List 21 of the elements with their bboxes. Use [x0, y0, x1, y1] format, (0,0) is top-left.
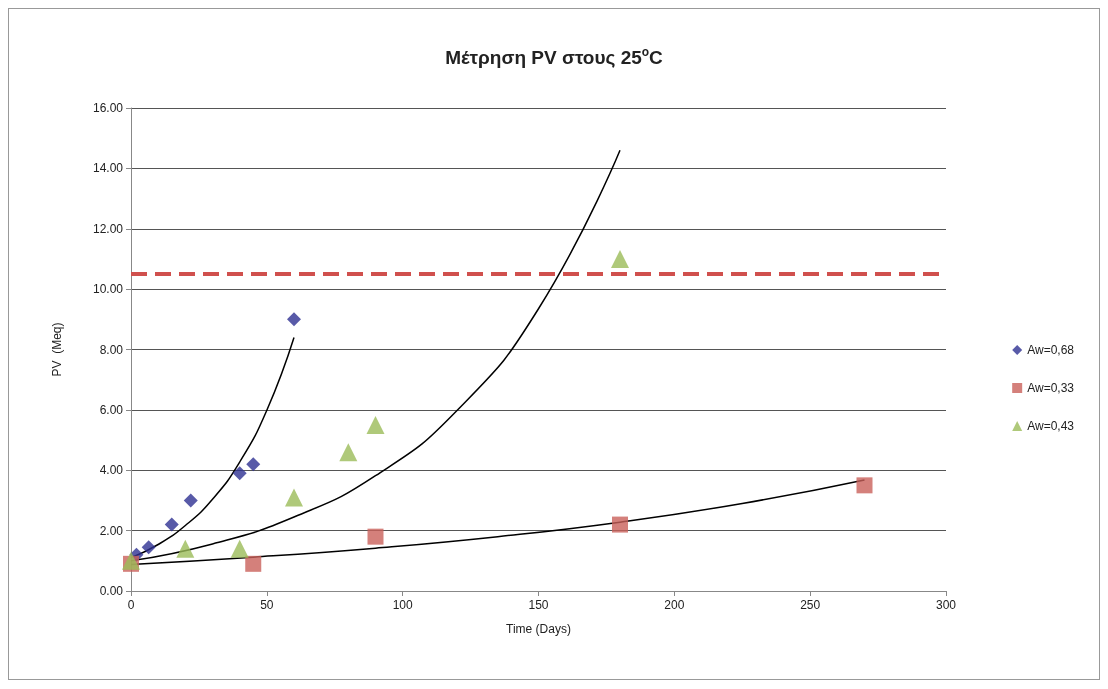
y-tick-label: 2.00 [99, 523, 124, 538]
y-tick-label: 6.00 [99, 402, 124, 417]
y-tick-label: 12.00 [92, 221, 124, 236]
y-tick-label: 4.00 [99, 463, 124, 478]
x-tick-label: 300 [935, 598, 957, 612]
y-tick-label: 14.00 [92, 161, 124, 176]
y-axis-title: PV (Meq) [50, 322, 64, 377]
x-tick-label: 100 [392, 598, 413, 612]
y-tick-label: 10.00 [92, 282, 124, 297]
y-tick-label: 0.00 [99, 584, 124, 598]
x-axis-title: Time (Days) [506, 622, 571, 636]
y-tick-label: 8.00 [99, 342, 124, 357]
x-tick-label: 150 [528, 598, 549, 612]
y-tick-label: 16.00 [92, 101, 124, 115]
legend-label: Aw=0,33 [1027, 381, 1075, 395]
x-tick-label: 0 [127, 598, 135, 612]
legend-label: Aw=0,68 [1027, 343, 1075, 357]
x-tick-label: 250 [800, 598, 821, 612]
x-tick-label: 200 [664, 598, 685, 612]
x-tick-label: 50 [260, 598, 274, 612]
legend-label: Aw=0,43 [1027, 419, 1075, 433]
